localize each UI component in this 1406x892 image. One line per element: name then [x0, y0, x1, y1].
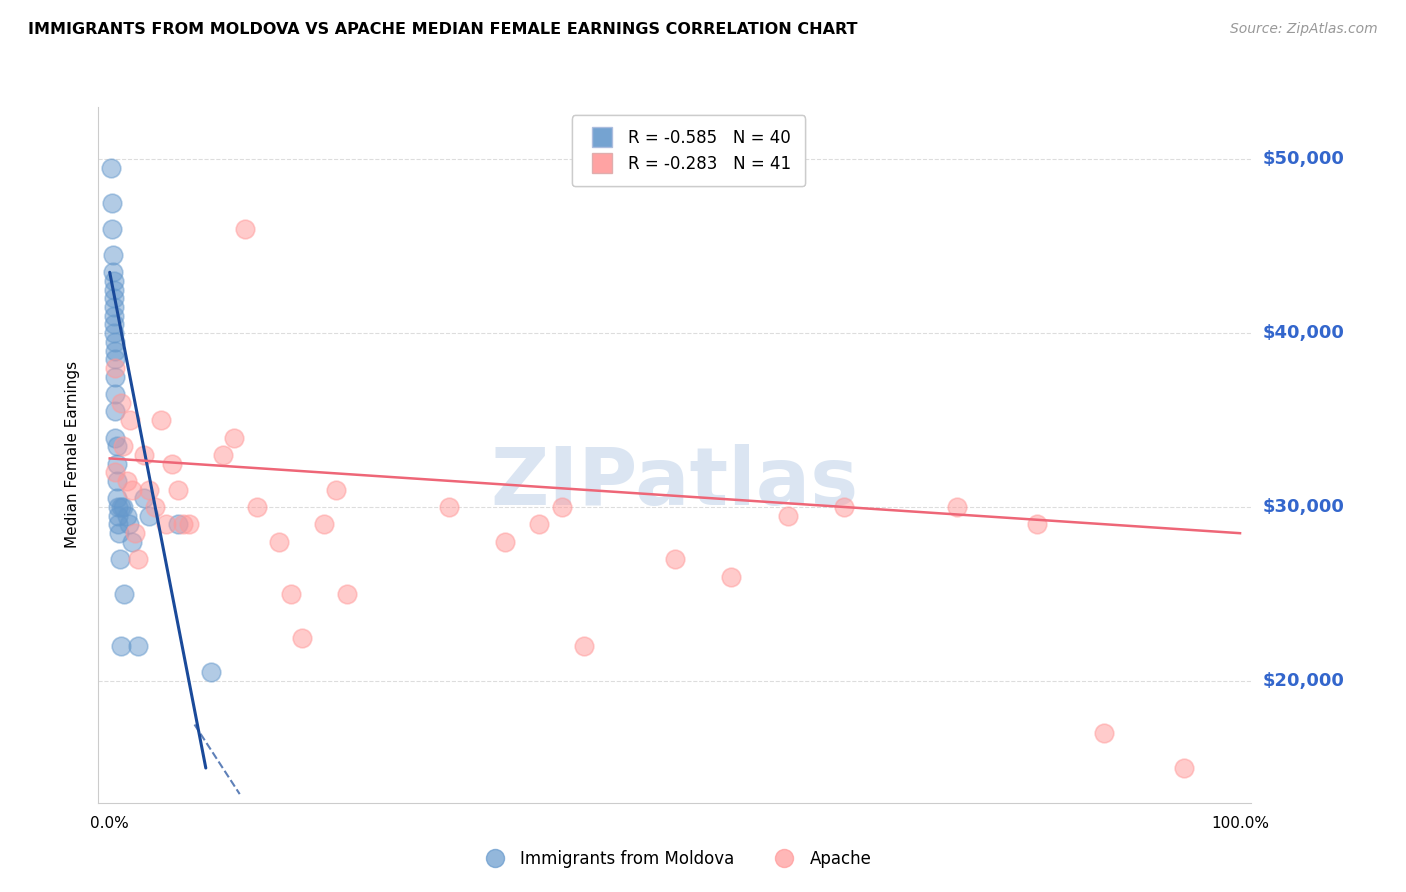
Point [101, 265, 124, 279]
Point [529, 517, 551, 532]
Point [211, 448, 233, 462]
Point [166, 517, 188, 532]
Point [112, 439, 135, 453]
Point [110, 500, 132, 515]
Point [776, 508, 799, 523]
Point [107, 508, 129, 523]
Point [121, 535, 143, 549]
Point [104, 404, 127, 418]
Point [160, 457, 183, 471]
Point [101, 248, 124, 262]
Point [112, 500, 135, 515]
Point [112, 587, 135, 601]
Point [107, 526, 129, 541]
Point [104, 369, 127, 384]
Point [336, 587, 359, 601]
Point [664, 552, 686, 566]
Point [143, 500, 166, 515]
Point [132, 491, 155, 506]
Point [149, 413, 172, 427]
Point [105, 457, 128, 471]
Point [118, 517, 141, 532]
Point [1092, 726, 1115, 740]
Point [107, 517, 129, 532]
Point [100, 161, 122, 175]
Point [104, 334, 127, 349]
Point [127, 552, 149, 566]
Point [1025, 517, 1047, 532]
Point [104, 387, 127, 401]
Point [115, 474, 138, 488]
Point [103, 274, 125, 288]
Legend: R = -0.585   N = 40, R = -0.283   N = 41: R = -0.585 N = 40, R = -0.283 N = 41 [572, 115, 804, 186]
Point [115, 508, 138, 523]
Point [269, 535, 291, 549]
Point [103, 291, 125, 305]
Point [155, 517, 177, 532]
Point [121, 483, 143, 497]
Point [104, 352, 127, 367]
Point [107, 500, 129, 515]
Point [103, 318, 125, 332]
Point [1173, 761, 1195, 775]
Point [103, 300, 125, 314]
Point [946, 500, 969, 515]
Point [325, 483, 347, 497]
Text: $50,000: $50,000 [1263, 150, 1344, 169]
Point [314, 517, 336, 532]
Point [235, 222, 257, 236]
Point [132, 448, 155, 462]
Point [120, 413, 142, 427]
Point [494, 535, 516, 549]
Point [103, 326, 125, 341]
Point [124, 526, 146, 541]
Point [222, 431, 245, 445]
Text: $30,000: $30,000 [1263, 498, 1344, 516]
Point [291, 631, 314, 645]
Point [108, 552, 131, 566]
Point [720, 570, 742, 584]
Legend: Immigrants from Moldova, Apache: Immigrants from Moldova, Apache [472, 844, 877, 875]
Point [104, 361, 127, 376]
Point [103, 283, 125, 297]
Point [246, 500, 269, 515]
Y-axis label: Median Female Earnings: Median Female Earnings [65, 361, 80, 549]
Text: IMMIGRANTS FROM MOLDOVA VS APACHE MEDIAN FEMALE EARNINGS CORRELATION CHART: IMMIGRANTS FROM MOLDOVA VS APACHE MEDIAN… [28, 22, 858, 37]
Point [172, 517, 194, 532]
Point [103, 309, 125, 323]
Point [104, 466, 127, 480]
Text: Source: ZipAtlas.com: Source: ZipAtlas.com [1230, 22, 1378, 37]
Point [834, 500, 856, 515]
Point [280, 587, 302, 601]
Text: ZIPatlas: ZIPatlas [491, 443, 859, 522]
Point [105, 491, 128, 506]
Text: $20,000: $20,000 [1263, 672, 1344, 690]
Point [437, 500, 460, 515]
Point [551, 500, 574, 515]
Point [104, 431, 127, 445]
Point [200, 665, 222, 680]
Point [166, 483, 188, 497]
Text: $40,000: $40,000 [1263, 324, 1344, 343]
Point [110, 396, 132, 410]
Point [101, 195, 124, 210]
Point [138, 508, 160, 523]
Point [110, 639, 132, 653]
Point [127, 639, 149, 653]
Point [177, 517, 200, 532]
Point [104, 343, 127, 358]
Point [574, 639, 596, 653]
Point [105, 474, 128, 488]
Point [101, 222, 124, 236]
Point [105, 439, 128, 453]
Point [138, 483, 160, 497]
